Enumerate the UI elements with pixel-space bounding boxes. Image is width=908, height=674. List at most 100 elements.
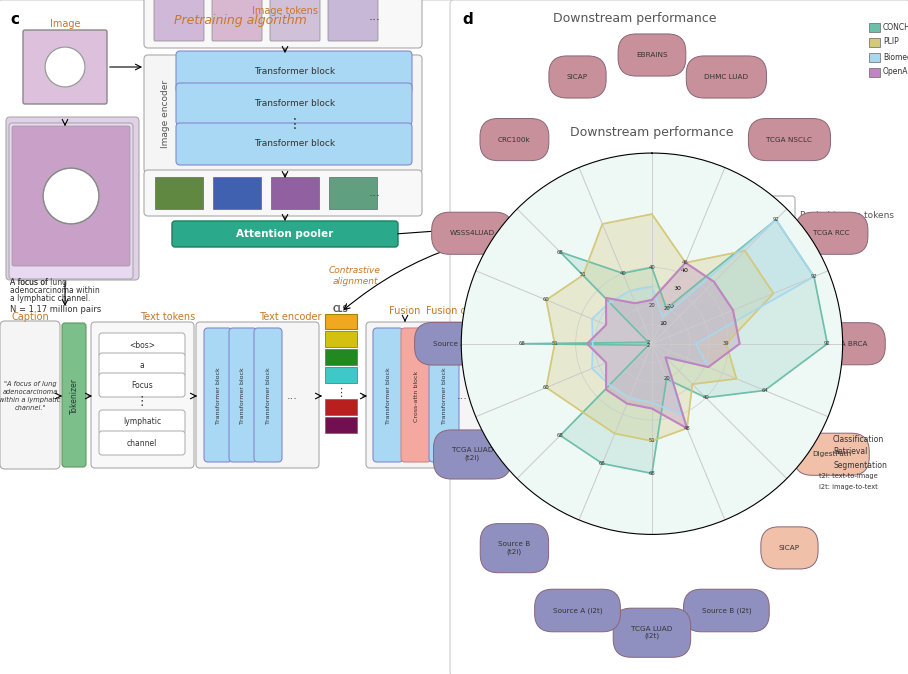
Text: Contrastive
alignment: Contrastive alignment [329,266,381,286]
Text: 68: 68 [557,249,564,255]
Text: 68: 68 [557,433,564,438]
Text: Source B
(t2i): Source B (t2i) [498,541,530,555]
Text: Image: Image [50,19,80,29]
Text: Transformer block: Transformer block [215,367,221,425]
FancyBboxPatch shape [450,0,908,674]
FancyBboxPatch shape [144,170,422,216]
Text: ⋮: ⋮ [136,394,148,408]
FancyBboxPatch shape [99,431,185,455]
Text: a lymphatic channel.: a lymphatic channel. [10,294,91,303]
Text: 64: 64 [761,388,768,393]
Text: of: of [551,381,558,390]
Text: Transformer block: Transformer block [254,67,336,77]
FancyBboxPatch shape [0,0,454,674]
FancyBboxPatch shape [99,410,185,434]
Text: Classification: Classification [833,435,884,443]
Text: 60: 60 [543,385,549,390]
Text: Tokenizer: Tokenizer [70,378,78,414]
FancyBboxPatch shape [9,123,133,279]
FancyBboxPatch shape [513,431,597,455]
FancyBboxPatch shape [325,314,357,329]
Polygon shape [547,214,774,441]
FancyBboxPatch shape [144,0,422,48]
Text: 92: 92 [824,341,831,346]
Text: a: a [553,340,558,350]
Text: SICAP: SICAP [779,545,800,551]
Text: 40: 40 [648,265,656,270]
Text: Image encoder: Image encoder [161,80,170,148]
Text: ...: ... [457,391,468,401]
Text: Transformer block: Transformer block [265,367,271,425]
FancyBboxPatch shape [869,68,880,77]
Text: <bos>: <bos> [129,340,155,350]
Text: Focus: Focus [544,361,566,369]
Text: 46: 46 [682,260,689,265]
Text: DHMC LUAD: DHMC LUAD [705,74,748,80]
Text: 48: 48 [684,426,690,431]
Text: 51: 51 [551,341,558,346]
FancyBboxPatch shape [62,323,86,467]
FancyBboxPatch shape [229,328,257,462]
Text: Attention pooler: Attention pooler [236,229,333,239]
FancyBboxPatch shape [12,126,130,266]
FancyBboxPatch shape [212,0,262,41]
Text: Downstream performance: Downstream performance [553,12,716,25]
Text: OpenAICLIP: OpenAICLIP [883,67,908,77]
Text: CLS: CLS [333,305,349,314]
Text: Fusion decoder: Fusion decoder [426,306,500,316]
Text: 2: 2 [646,342,650,348]
FancyBboxPatch shape [154,0,204,41]
Text: CLS: CLS [579,216,594,222]
FancyBboxPatch shape [176,83,412,125]
Text: t2i: text-to-image: t2i: text-to-image [819,473,878,479]
Text: PLIP: PLIP [883,38,899,47]
FancyBboxPatch shape [429,328,459,462]
Text: 51: 51 [648,439,656,443]
Text: Image tokens: Image tokens [252,6,318,16]
Text: Pretraining algorithm: Pretraining algorithm [173,14,306,27]
Text: CRC100k: CRC100k [498,137,531,143]
Text: Pooled image tokens: Pooled image tokens [800,212,894,220]
FancyBboxPatch shape [196,322,319,468]
Polygon shape [587,263,740,428]
Text: Transformer block: Transformer block [386,367,390,425]
FancyBboxPatch shape [366,322,504,468]
Text: Segmentation: Segmentation [833,460,887,470]
Text: 60: 60 [543,297,549,303]
Text: A focus of: A focus of [10,278,50,287]
Text: channel: channel [127,439,157,448]
Text: EBRAINS: EBRAINS [637,52,667,58]
Text: Transformer block: Transformer block [241,367,245,425]
FancyBboxPatch shape [325,331,357,347]
Text: 92: 92 [773,217,779,222]
FancyBboxPatch shape [176,51,412,93]
Text: SICAP: SICAP [567,74,588,80]
FancyBboxPatch shape [99,353,185,377]
FancyBboxPatch shape [270,0,320,41]
Text: Transformer block: Transformer block [441,367,447,425]
FancyBboxPatch shape [144,55,422,173]
FancyBboxPatch shape [176,123,412,165]
Text: 20: 20 [648,303,656,308]
Text: 39: 39 [723,341,730,346]
Text: Text tokens: Text tokens [141,312,195,322]
Text: d: d [462,12,473,27]
FancyBboxPatch shape [869,23,880,32]
Text: i2t: image-to-text: i2t: image-to-text [819,484,878,490]
FancyBboxPatch shape [513,410,597,434]
FancyBboxPatch shape [819,448,830,457]
Text: ...: ... [369,11,381,24]
FancyBboxPatch shape [213,177,261,209]
Text: a: a [140,361,144,369]
Text: N = 1.17 million pairs: N = 1.17 million pairs [10,305,102,314]
FancyBboxPatch shape [325,417,357,433]
Text: Source A (i2t): Source A (i2t) [553,607,602,614]
Title: Downstream performance: Downstream performance [570,127,734,140]
FancyBboxPatch shape [513,373,597,397]
Text: 20: 20 [663,306,670,311]
Text: CONCH: CONCH [883,22,908,32]
FancyBboxPatch shape [271,177,319,209]
Text: ⋮: ⋮ [288,117,302,131]
Text: Focus: Focus [131,381,153,390]
Text: Source A (t2i): Source A (t2i) [432,340,482,347]
